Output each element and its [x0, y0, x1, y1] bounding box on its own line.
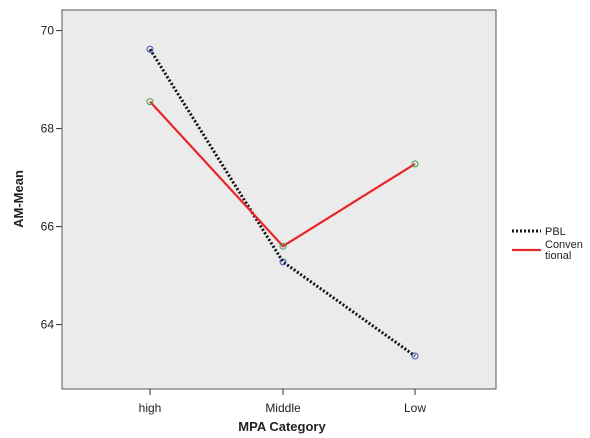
legend-label-pbl: PBL: [545, 226, 566, 238]
x-tick-label: Middle: [265, 401, 301, 415]
data-point: [279, 258, 287, 266]
data-point: [411, 160, 419, 168]
x-axis-title: MPA Category: [238, 419, 326, 434]
data-point: [279, 242, 287, 250]
series-line-conventional: [149, 100, 416, 248]
plot-area: [61, 9, 497, 390]
data-point: [146, 45, 154, 53]
y-axis-title: AM-Mean: [11, 170, 26, 228]
legend-label-line: tional: [545, 250, 571, 262]
y-tick-label: 66: [41, 220, 55, 234]
y-tick-label: 64: [41, 318, 55, 332]
legend-label-line: Conven: [545, 239, 583, 251]
y-axis: 64 66 68 70: [41, 24, 62, 332]
y-tick-label: 70: [41, 24, 55, 38]
data-point: [411, 352, 419, 360]
data-point: [146, 98, 154, 106]
x-axis: high Middle Low: [139, 389, 426, 415]
x-tick-label: Low: [404, 401, 426, 415]
series-layer: [146, 45, 419, 360]
x-tick-label: high: [139, 401, 162, 415]
y-tick-label: 68: [41, 122, 55, 136]
legend-label-conventional: Conven tional: [545, 239, 583, 262]
